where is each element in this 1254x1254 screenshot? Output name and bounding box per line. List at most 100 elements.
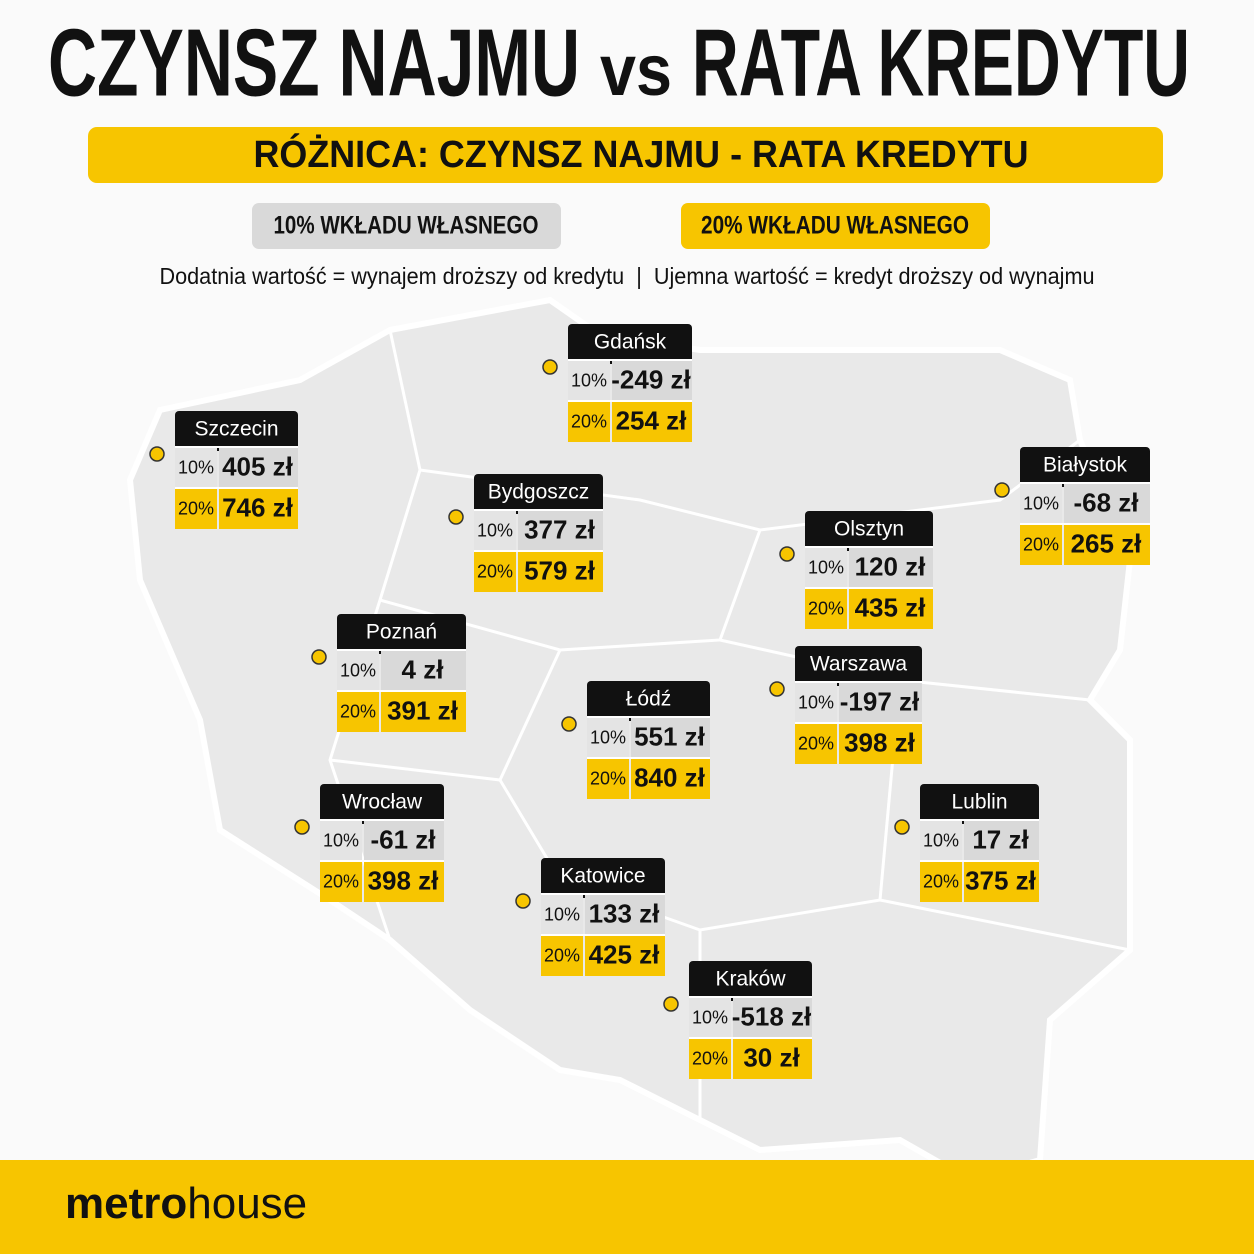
value: 551 zł	[634, 721, 706, 751]
city-dot	[663, 996, 679, 1012]
value-cell	[585, 935, 665, 976]
city-dot	[561, 716, 577, 732]
value-cell	[631, 717, 710, 758]
value-cell	[612, 401, 692, 442]
city-name: Katowice	[560, 865, 645, 888]
legend-label: 20% WKŁADU WŁASNEGO	[701, 212, 969, 240]
row-label-cell	[587, 758, 629, 799]
value: 17 zł	[972, 824, 1029, 854]
row-label: 20%	[323, 871, 359, 891]
city-dot	[894, 819, 910, 835]
row-label-cell	[920, 820, 962, 861]
logo: metrohouse	[65, 1179, 307, 1228]
logo-part: metro	[65, 1179, 187, 1228]
row-label-cell	[805, 547, 847, 588]
row-label: 10%	[178, 457, 214, 477]
value-cell	[631, 758, 710, 799]
city-name: Poznań	[366, 621, 437, 644]
row-label-cell	[541, 894, 583, 935]
city-header	[175, 411, 298, 451]
city-header	[568, 324, 692, 364]
value: -197 zł	[840, 686, 920, 716]
value-cell	[1064, 483, 1150, 524]
row-label-cell	[689, 997, 731, 1038]
value-cell	[219, 447, 298, 488]
row-label-cell	[587, 717, 629, 758]
title-part: vs	[600, 31, 672, 111]
value-cell	[364, 861, 444, 902]
row-label: 10%	[340, 660, 376, 680]
row-label: 20%	[571, 411, 607, 431]
value-cell	[518, 551, 603, 592]
value-cell	[839, 723, 922, 764]
row-label: 10%	[692, 1007, 728, 1027]
city-name: Bydgoszcz	[488, 481, 590, 504]
city-dot	[542, 359, 558, 375]
legend-label: 10% WKŁADU WŁASNEGO	[274, 212, 539, 240]
row-label-cell	[320, 861, 362, 902]
row-label: 20%	[808, 598, 844, 618]
footer-band	[0, 1160, 1254, 1254]
city-header	[474, 474, 603, 514]
row-label: 20%	[1023, 534, 1059, 554]
value: 391 zł	[387, 695, 459, 725]
city-name: Wrocław	[342, 791, 423, 814]
city-name: Kraków	[715, 968, 786, 991]
logo-part: house	[187, 1179, 307, 1228]
value: 398 zł	[844, 727, 916, 757]
row-label: 20%	[178, 498, 214, 518]
city-dot	[515, 893, 531, 909]
city-header	[320, 784, 444, 824]
value-cell	[839, 682, 922, 723]
value: 133 zł	[589, 898, 661, 928]
city-name: Łódź	[626, 688, 672, 711]
row-label-cell	[175, 447, 217, 488]
value-cell	[849, 547, 933, 588]
value-cell	[364, 820, 444, 861]
value-cell	[612, 360, 692, 401]
value-cell	[1064, 524, 1150, 565]
title-part: RATA KREDYTU	[692, 9, 1190, 116]
row-label: 10%	[323, 830, 359, 850]
value: -68 zł	[1073, 487, 1139, 517]
row-label: 10%	[590, 727, 626, 747]
row-label: 10%	[544, 904, 580, 924]
row-label: 20%	[544, 945, 580, 965]
row-label-cell	[541, 935, 583, 976]
value: 375 zł	[965, 865, 1037, 895]
city-dot	[779, 546, 795, 562]
legend-box-20	[681, 203, 990, 249]
row-label: 10%	[798, 692, 834, 712]
value: -518 zł	[732, 1001, 812, 1031]
row-label-cell	[568, 360, 610, 401]
value: 398 zł	[368, 865, 440, 895]
city-name: Warszawa	[810, 653, 908, 676]
city-dot	[149, 446, 165, 462]
value: 425 zł	[589, 939, 661, 969]
city-header	[795, 646, 922, 686]
row-label: 20%	[590, 768, 626, 788]
city-header	[587, 681, 710, 721]
note: Dodatnia wartość = wynajem droższy od kr…	[160, 263, 1095, 289]
row-label-cell	[474, 510, 516, 551]
value-cell	[381, 691, 466, 732]
title-part: CZYNSZ NAJMU	[48, 9, 580, 116]
city-name: Szczecin	[194, 418, 278, 441]
value-cell	[964, 861, 1039, 902]
row-label-cell	[568, 401, 610, 442]
value: 4 zł	[402, 654, 445, 684]
subtitle-bar	[88, 127, 1163, 183]
value-cell	[381, 650, 466, 691]
row-label: 10%	[477, 520, 513, 540]
value-cell	[733, 1038, 812, 1079]
value-cell	[733, 997, 812, 1038]
city-header	[337, 614, 466, 654]
city-name: Gdańsk	[594, 331, 667, 354]
city-dot	[769, 681, 785, 697]
value: 579 zł	[524, 555, 596, 585]
legend-box-10	[252, 203, 561, 249]
subtitle: RÓŻNICA: CZYNSZ NAJMU - RATA KREDYTU	[254, 132, 1029, 176]
row-label: 10%	[923, 830, 959, 850]
value: 30 zł	[743, 1042, 800, 1072]
